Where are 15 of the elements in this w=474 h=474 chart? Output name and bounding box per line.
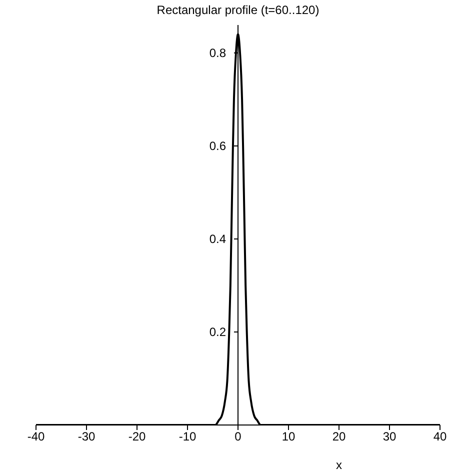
- y-tick-label: 0.2: [209, 324, 226, 339]
- x-tick-label: -20: [128, 430, 146, 444]
- x-tick-label: 0: [234, 430, 242, 444]
- x-tick-label: -10: [178, 430, 196, 444]
- x-tick-label: -30: [78, 430, 96, 444]
- x-tick-label: -40: [27, 430, 45, 444]
- x-tick-label: 30: [382, 430, 396, 444]
- chart-title: Rectangular profile (t=60..120): [156, 3, 320, 17]
- x-tick-label: 10: [282, 430, 296, 444]
- y-tick-label: 0.6: [209, 138, 226, 153]
- x-tick-label: 20: [332, 430, 346, 444]
- x-tick-label: 40: [433, 430, 447, 444]
- y-tick-label: 0.8: [209, 46, 226, 60]
- y-tick-label: 0.4: [209, 232, 226, 246]
- x-axis-title: x: [336, 458, 342, 472]
